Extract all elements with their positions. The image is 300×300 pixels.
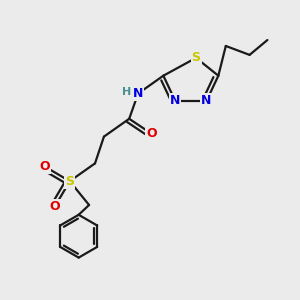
Text: O: O <box>39 160 50 173</box>
Text: N: N <box>170 94 181 107</box>
Text: S: S <box>65 175 74 188</box>
Text: N: N <box>133 87 143 100</box>
Text: S: S <box>192 51 201 64</box>
Text: H: H <box>122 87 131 97</box>
Text: O: O <box>146 127 157 140</box>
Text: N: N <box>201 94 212 107</box>
Text: O: O <box>50 200 60 213</box>
